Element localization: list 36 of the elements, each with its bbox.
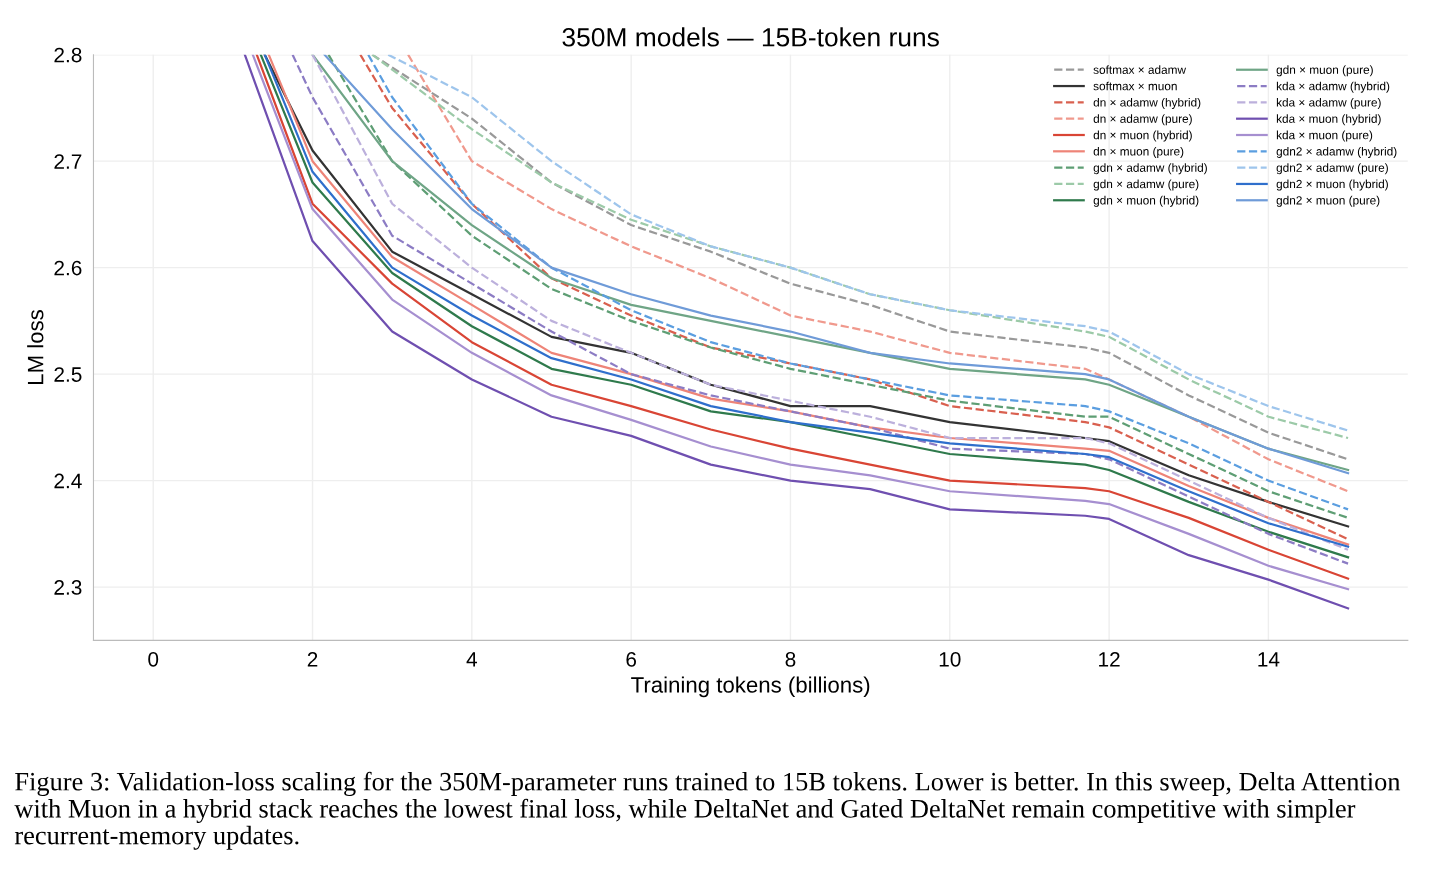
y-tick-label: 2.4 <box>54 473 82 489</box>
legend-label: dn × muon (hybrid) <box>1093 130 1192 142</box>
legend-label: kda × adamw (hybrid) <box>1276 81 1390 93</box>
legend-label: kda × adamw (pure) <box>1276 97 1381 109</box>
legend-label: gdn × adamw (hybrid) <box>1093 163 1207 175</box>
x-tick-label: 2 <box>307 651 318 667</box>
legend-label: kda × muon (hybrid) <box>1276 114 1381 126</box>
y-tick-label: 2.6 <box>54 260 82 276</box>
y-tick-label: 2.5 <box>54 367 82 382</box>
x-tick-label: 8 <box>785 651 796 667</box>
y-tick-label: 2.3 <box>54 580 82 595</box>
legend-label: gdn × muon (pure) <box>1276 65 1373 77</box>
x-axis-title: Training tokens (billions) <box>631 676 870 698</box>
x-tick-label: 4 <box>466 652 478 667</box>
legend-label: dn × muon (pure) <box>1093 146 1184 158</box>
caption: Figure 3: Validation-loss scaling for the 350M-parameter runs trained to 15B tokens. Lower is better. In this sweep, Delta Attention with Muon in a hybrid stack reaches the lowest final loss, while DeltaNet and Gated DeltaNet remain competitive with simpler recurrent-memory updates. <box>14 771 1401 850</box>
y-axis-title: LM loss <box>27 310 44 384</box>
legend-label: gdn2 × muon (pure) <box>1276 195 1380 207</box>
legend-label: dn × adamw (pure) <box>1093 114 1192 126</box>
x-tick-label: 10 <box>939 651 961 667</box>
x-tick-label: 0 <box>148 651 159 667</box>
x-tick-label: 12 <box>1099 651 1120 667</box>
x-tick-label: 14 <box>1258 652 1280 667</box>
legend-label: gdn2 × adamw (pure) <box>1276 163 1388 175</box>
y-tick-label: 2.8 <box>54 47 82 63</box>
legend-label: gdn2 × adamw (hybrid) <box>1276 146 1397 158</box>
legend-label: softmax × adamw <box>1093 65 1187 74</box>
legend-label: softmax × muon <box>1093 81 1177 91</box>
x-tick-label: 6 <box>626 651 637 667</box>
legend-label: kda × muon (pure) <box>1276 130 1373 142</box>
y-tick-label: 2.7 <box>54 154 82 169</box>
legend-label: gdn × muon (hybrid) <box>1093 195 1199 207</box>
legend-label: gdn × adamw (pure) <box>1093 179 1199 191</box>
legend-label: gdn2 × muon (hybrid) <box>1276 179 1388 191</box>
legend-label: dn × adamw (hybrid) <box>1093 97 1201 109</box>
chart-title: 350M models — 15B-token runs <box>562 27 939 47</box>
